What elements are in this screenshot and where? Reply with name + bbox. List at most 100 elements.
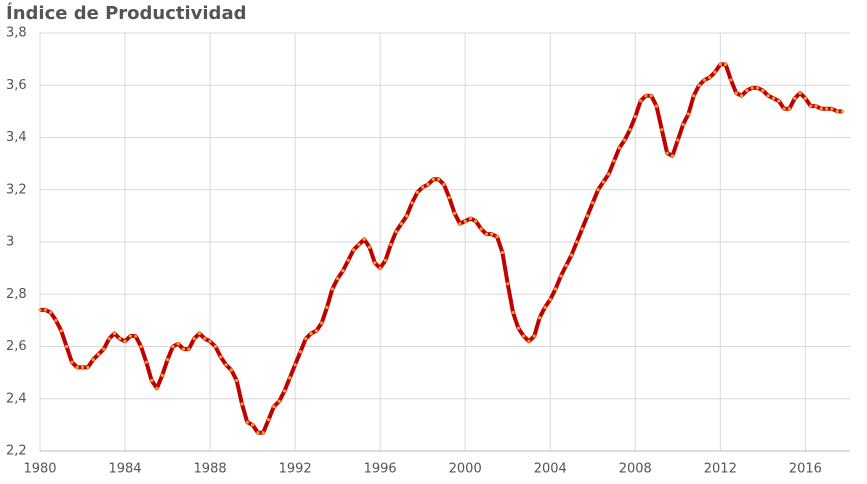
point bbox=[702, 78, 706, 82]
point bbox=[787, 107, 792, 111]
y-tick-label: 3,2 bbox=[6, 182, 27, 197]
point bbox=[394, 229, 398, 234]
point bbox=[798, 91, 802, 95]
point bbox=[633, 115, 637, 119]
point bbox=[54, 318, 58, 322]
point bbox=[38, 308, 42, 312]
point bbox=[314, 329, 318, 333]
y-tick-label: 3,4 bbox=[6, 130, 27, 145]
x-tick-label: 2012 bbox=[704, 462, 737, 477]
point bbox=[298, 350, 303, 354]
y-tick-label: 2,4 bbox=[6, 391, 27, 406]
point bbox=[548, 297, 552, 302]
point bbox=[362, 237, 366, 241]
point bbox=[495, 235, 499, 239]
point bbox=[814, 104, 818, 108]
point bbox=[468, 216, 473, 221]
point bbox=[282, 389, 287, 393]
point bbox=[771, 96, 776, 100]
point bbox=[250, 423, 255, 427]
point bbox=[575, 240, 579, 244]
point bbox=[330, 287, 334, 291]
point bbox=[336, 276, 340, 281]
point bbox=[235, 378, 239, 383]
point bbox=[676, 138, 680, 142]
point bbox=[346, 258, 350, 262]
point bbox=[617, 146, 621, 150]
point bbox=[208, 339, 212, 343]
point bbox=[500, 250, 505, 255]
point bbox=[670, 154, 675, 158]
point bbox=[150, 378, 154, 383]
point bbox=[591, 201, 595, 205]
point bbox=[320, 321, 324, 325]
point bbox=[431, 177, 435, 181]
point bbox=[341, 269, 345, 273]
point bbox=[607, 172, 611, 176]
point bbox=[192, 337, 196, 341]
point bbox=[70, 360, 74, 364]
point bbox=[378, 266, 382, 270]
x-tick-label: 1980 bbox=[23, 462, 56, 477]
point bbox=[825, 107, 829, 111]
point bbox=[118, 337, 122, 341]
point bbox=[187, 347, 191, 351]
point bbox=[107, 337, 111, 341]
point bbox=[452, 211, 457, 215]
point bbox=[256, 431, 260, 435]
point bbox=[160, 373, 164, 377]
point bbox=[809, 104, 813, 108]
point bbox=[458, 222, 462, 226]
point bbox=[367, 245, 372, 249]
point bbox=[697, 83, 701, 87]
point bbox=[649, 94, 653, 98]
point bbox=[612, 159, 616, 163]
point bbox=[708, 75, 712, 80]
chart-title: Índice de Productividad bbox=[6, 2, 246, 24]
point bbox=[660, 128, 664, 132]
point bbox=[692, 94, 696, 98]
point bbox=[793, 96, 797, 100]
point bbox=[415, 190, 419, 194]
point bbox=[325, 305, 329, 309]
point bbox=[277, 399, 281, 403]
x-tick-label: 2004 bbox=[534, 462, 567, 477]
point bbox=[373, 261, 377, 265]
point bbox=[484, 232, 489, 236]
y-tick-label: 2,8 bbox=[6, 287, 27, 302]
y-tick-label: 2,2 bbox=[6, 444, 27, 459]
point bbox=[139, 344, 143, 349]
point bbox=[272, 404, 276, 409]
point bbox=[240, 402, 244, 406]
point bbox=[734, 91, 738, 95]
y-tick-label: 2,6 bbox=[6, 339, 27, 354]
point bbox=[522, 334, 526, 338]
point bbox=[585, 214, 590, 218]
point bbox=[840, 109, 845, 113]
point bbox=[686, 112, 691, 116]
x-tick-label: 1996 bbox=[364, 462, 397, 477]
point bbox=[123, 339, 127, 343]
point bbox=[43, 308, 47, 312]
point bbox=[203, 337, 207, 341]
x-tick-label: 2016 bbox=[789, 462, 822, 477]
point bbox=[490, 232, 494, 236]
point bbox=[389, 243, 393, 247]
point bbox=[96, 352, 101, 356]
point bbox=[213, 344, 217, 349]
point bbox=[426, 182, 430, 187]
point bbox=[102, 347, 106, 351]
point bbox=[713, 70, 717, 74]
point bbox=[830, 107, 834, 111]
y-tick-label: 3 bbox=[6, 235, 14, 250]
point bbox=[761, 88, 765, 93]
point bbox=[86, 365, 90, 369]
point bbox=[197, 331, 202, 336]
point bbox=[80, 365, 85, 369]
point bbox=[165, 357, 170, 362]
point bbox=[819, 107, 823, 111]
point bbox=[638, 99, 643, 103]
point bbox=[506, 282, 510, 286]
point bbox=[596, 188, 600, 192]
